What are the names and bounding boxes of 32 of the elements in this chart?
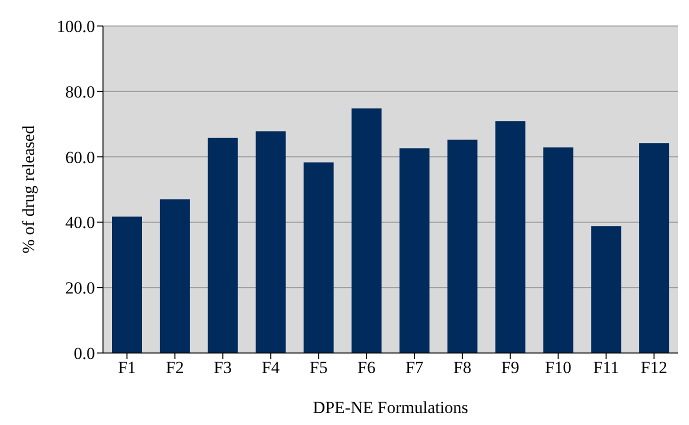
y-tick-label: 20.0 xyxy=(65,278,95,298)
x-tick-label: F8 xyxy=(453,358,472,378)
bar xyxy=(160,199,190,353)
bar xyxy=(256,131,286,353)
x-tick-label: F11 xyxy=(593,358,620,378)
x-tick-label: F10 xyxy=(544,358,572,378)
y-tick-label: 60.0 xyxy=(65,148,95,167)
bar xyxy=(639,143,670,353)
y-tick-label: 0.0 xyxy=(74,344,95,364)
y-tick-label: 80.0 xyxy=(65,82,95,102)
x-tick-label: F1 xyxy=(118,358,136,378)
bar xyxy=(352,108,382,353)
bar xyxy=(543,147,574,353)
bar xyxy=(304,162,334,353)
y-tick-label: 100.0 xyxy=(56,17,95,36)
bar xyxy=(400,148,430,353)
y-tick-label: 40.0 xyxy=(65,213,95,232)
x-tick-label: F3 xyxy=(214,358,232,378)
bar xyxy=(447,140,478,353)
x-tick-label: F9 xyxy=(501,358,520,378)
bar xyxy=(112,216,142,353)
y-axis-title: % of drug released xyxy=(19,125,38,254)
x-tick-label: F6 xyxy=(358,358,376,378)
x-tick-label: F12 xyxy=(640,358,668,378)
bar xyxy=(495,121,526,353)
x-tick-label: F7 xyxy=(405,358,424,378)
bar xyxy=(591,226,622,353)
x-tick-label: F4 xyxy=(262,358,280,378)
x-axis-title: DPE-NE Formulations xyxy=(312,398,468,417)
x-tick-label: F2 xyxy=(166,358,184,378)
bar xyxy=(208,138,238,353)
x-tick-label: F5 xyxy=(310,358,328,378)
